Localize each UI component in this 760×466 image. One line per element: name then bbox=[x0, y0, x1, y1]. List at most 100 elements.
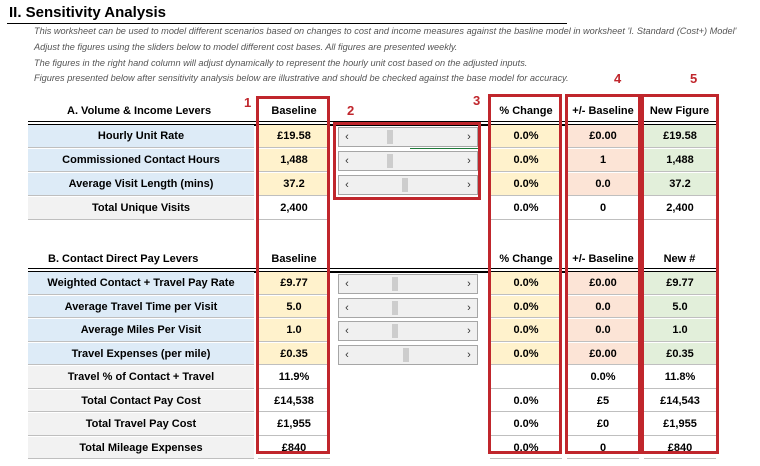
slider-thumb[interactable] bbox=[392, 300, 398, 315]
section-a-header-rule-double bbox=[28, 124, 718, 126]
pay-row-new-value: 1.0 bbox=[644, 319, 716, 342]
highlight-new-figure-column bbox=[641, 94, 719, 454]
pay-row-diff-value: £0.00 bbox=[567, 272, 639, 295]
volume-row-pct-change-value: 0.0% bbox=[490, 197, 562, 220]
volume-row-pct-change-value: 0.0% bbox=[490, 149, 562, 172]
pay-row-diff-value: 0.0 bbox=[567, 295, 639, 318]
callout-5: 5 bbox=[690, 71, 698, 86]
slider-thumb[interactable] bbox=[403, 347, 409, 362]
page-title: II. Sensitivity Analysis bbox=[9, 4, 167, 21]
pay-row-new-value: £1,955 bbox=[644, 413, 716, 436]
volume-row-slider[interactable]: ‹ › bbox=[338, 151, 478, 171]
volume-row-new-value: 1,488 bbox=[644, 149, 716, 172]
slider-right-arrow-icon[interactable]: › bbox=[467, 179, 471, 191]
pay-row-row-label: Total Travel Pay Cost bbox=[28, 413, 254, 436]
description-line-4: Figures presented below after sensitivit… bbox=[34, 73, 569, 83]
section-a-title: A. Volume & Income Levers bbox=[67, 105, 212, 117]
pay-row-pct-change-value: 0.0% bbox=[490, 342, 562, 365]
slider-right-arrow-icon[interactable]: › bbox=[467, 348, 471, 361]
volume-row-slider[interactable]: ‹ › bbox=[338, 175, 478, 195]
pay-row-diff-value: 0.0 bbox=[567, 319, 639, 342]
pay-row-pct-change-value: 0.0% bbox=[490, 390, 562, 412]
volume-row-diff-value: 1 bbox=[567, 149, 639, 172]
volume-row-row-label: Average Visit Length (mins) bbox=[28, 173, 254, 196]
section-a-new-header: New Figure bbox=[649, 105, 710, 117]
section-a-baseline-header: Baseline bbox=[271, 105, 317, 117]
slider-left-arrow-icon[interactable]: ‹ bbox=[345, 348, 349, 361]
pay-row-baseline-value: £9.77 bbox=[258, 272, 330, 295]
volume-row-pct-change-value: 0.0% bbox=[490, 173, 562, 196]
pay-row-baseline-value: £840 bbox=[258, 437, 330, 459]
section-b-pct-header: % Change bbox=[499, 253, 553, 265]
slider-right-arrow-icon[interactable]: › bbox=[467, 325, 471, 337]
pay-row-new-value: £14,543 bbox=[644, 390, 716, 412]
pay-row-new-value: 11.8% bbox=[644, 366, 716, 389]
section-b-new-header: New # bbox=[663, 253, 696, 265]
title-underline bbox=[7, 23, 567, 24]
pay-row-pct-change-value: 0.0% bbox=[490, 437, 562, 459]
pay-row-row-label: Travel Expenses (per mile) bbox=[28, 342, 254, 365]
slider-thumb[interactable] bbox=[392, 324, 398, 338]
pay-row-diff-value: 0 bbox=[567, 437, 639, 459]
pay-row-row-label: Average Miles Per Visit bbox=[28, 319, 254, 342]
section-b-header-rule-double bbox=[28, 271, 718, 273]
pay-row-slider[interactable]: ‹ › bbox=[338, 274, 478, 294]
pay-row-pct-change-value: 0.0% bbox=[490, 413, 562, 436]
volume-row-diff-value: 0.0 bbox=[567, 173, 639, 196]
volume-row-baseline-value: £19.58 bbox=[258, 125, 330, 148]
pay-row-baseline-value: £1,955 bbox=[258, 413, 330, 436]
slider-right-arrow-icon[interactable]: › bbox=[467, 131, 471, 143]
slider-thumb[interactable] bbox=[387, 154, 393, 168]
slider-left-arrow-icon[interactable]: ‹ bbox=[345, 179, 349, 191]
slider-right-arrow-icon[interactable]: › bbox=[467, 278, 471, 290]
pay-row-slider[interactable]: ‹ › bbox=[338, 321, 478, 341]
section-b-baseline-header: Baseline bbox=[271, 253, 317, 265]
description-line-1: This worksheet can be used to model diff… bbox=[34, 26, 737, 36]
pay-row-pct-change-value: 0.0% bbox=[490, 272, 562, 295]
slider-thumb[interactable] bbox=[387, 130, 393, 144]
pay-row-diff-value: £5 bbox=[567, 390, 639, 412]
volume-row-baseline-value: 1,488 bbox=[258, 149, 330, 172]
pay-row-pct-change-value: 0.0% bbox=[490, 295, 562, 318]
pay-row-diff-value: £0.00 bbox=[567, 342, 639, 365]
slider-left-arrow-icon[interactable]: ‹ bbox=[345, 131, 349, 143]
pay-row-slider[interactable]: ‹ › bbox=[338, 297, 478, 318]
slider-left-arrow-icon[interactable]: ‹ bbox=[345, 155, 349, 167]
slider-left-arrow-icon[interactable]: ‹ bbox=[345, 301, 349, 314]
highlight-diff-column bbox=[565, 94, 641, 454]
selection-underline bbox=[410, 148, 480, 149]
pay-row-slider[interactable]: ‹ › bbox=[338, 344, 478, 365]
pay-row-baseline-value: 1.0 bbox=[258, 319, 330, 342]
section-b-title: B. Contact Direct Pay Levers bbox=[48, 253, 199, 265]
pay-row-row-label: Travel % of Contact + Travel bbox=[28, 366, 254, 389]
pay-row-baseline-value: £14,538 bbox=[258, 390, 330, 412]
highlight-baseline-column bbox=[256, 96, 330, 454]
highlight-pct-change-column bbox=[488, 94, 562, 454]
volume-row-diff-value: £0.00 bbox=[567, 125, 639, 148]
section-a-pct-header: % Change bbox=[499, 105, 553, 117]
slider-right-arrow-icon[interactable]: › bbox=[467, 301, 471, 314]
volume-row-row-label: Total Unique Visits bbox=[28, 197, 254, 220]
slider-right-arrow-icon[interactable]: › bbox=[467, 155, 471, 167]
section-b-header-rule bbox=[28, 268, 718, 269]
pay-row-diff-value: £0 bbox=[567, 413, 639, 436]
volume-row-slider[interactable]: ‹ › bbox=[338, 127, 478, 147]
callout-2: 2 bbox=[347, 103, 355, 118]
pay-row-pct-change-value: 0.0% bbox=[490, 319, 562, 342]
pay-row-row-label: Weighted Contact + Travel Pay Rate bbox=[28, 272, 254, 295]
volume-row-new-value: 37.2 bbox=[644, 173, 716, 196]
volume-row-row-label: Hourly Unit Rate bbox=[28, 125, 254, 148]
section-a-diff-header: +/- Baseline bbox=[572, 105, 634, 117]
volume-row-pct-change-value: 0.0% bbox=[490, 125, 562, 148]
slider-left-arrow-icon[interactable]: ‹ bbox=[345, 278, 349, 290]
pay-row-new-value: £9.77 bbox=[644, 272, 716, 295]
volume-row-baseline-value: 2,400 bbox=[258, 197, 330, 220]
pay-row-pct-change-value bbox=[490, 366, 562, 389]
pay-row-new-value: 5.0 bbox=[644, 295, 716, 318]
slider-left-arrow-icon[interactable]: ‹ bbox=[345, 325, 349, 337]
volume-row-diff-value: 0 bbox=[567, 197, 639, 220]
slider-thumb[interactable] bbox=[392, 277, 398, 291]
slider-thumb[interactable] bbox=[402, 178, 408, 192]
callout-3: 3 bbox=[473, 93, 481, 108]
volume-row-new-value: 2,400 bbox=[644, 197, 716, 220]
